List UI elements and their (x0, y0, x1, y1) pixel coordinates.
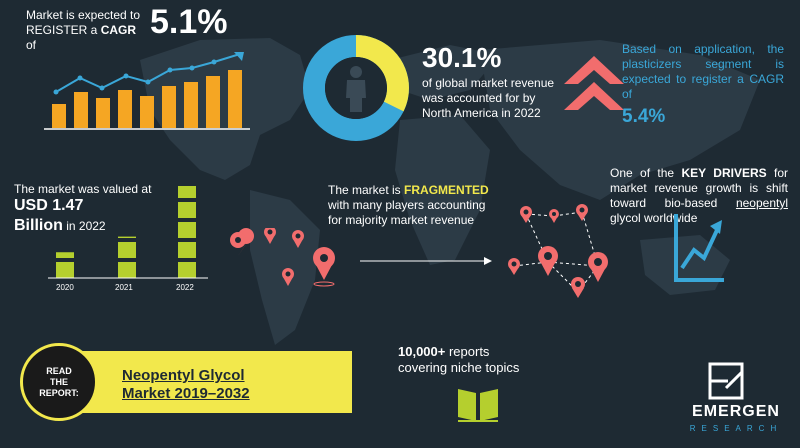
map-pin-icon (571, 277, 585, 298)
cagr-value: 5.1% (150, 3, 228, 41)
logo-sub: RESEARCH (689, 424, 783, 433)
fragmented-bold: FRAGMENTED (404, 183, 489, 197)
cagr-line2-bold: CAGR (100, 23, 137, 37)
cagr-line2-post: of (26, 38, 37, 52)
read-report-badge[interactable]: READ THE REPORT: (20, 343, 98, 421)
market-value-bar-segment (178, 242, 196, 258)
map-pins-left (230, 228, 335, 287)
market-value-line2: USD 1.47 (14, 197, 84, 214)
na-value: 30.1% (422, 42, 502, 73)
market-value-billion: Billion (14, 217, 63, 234)
map-pin-icon (538, 246, 558, 276)
market-value-bar-segment (118, 242, 136, 258)
book-icon (458, 389, 498, 422)
map-pins-network (508, 204, 608, 298)
map-pin-icon (508, 258, 520, 275)
market-value-year: in 2022 (62, 219, 106, 233)
up-arrows-icon (564, 56, 624, 110)
donut-person-icon (303, 35, 409, 141)
report-banner[interactable] (60, 351, 352, 413)
map-pin-icon (230, 228, 255, 256)
drivers-mid: for market revenue growth is shift towar… (610, 166, 789, 210)
cagr-line1: Market is expected to (26, 8, 141, 22)
market-value-bar-segment (118, 262, 136, 278)
read-label-2: THE (50, 376, 68, 387)
cagr-line2-pre: REGISTER a (26, 23, 101, 37)
market-value-bars (48, 186, 208, 279)
market-value-bar-segment (178, 202, 196, 218)
fragmented-post: with many players accounting for majorit… (328, 198, 486, 227)
map-pin-icon (313, 247, 335, 280)
cagr-caption: Market is expected to REGISTER a CAGR of (26, 8, 146, 53)
application-value: 5.4% (622, 106, 666, 127)
bar-year-2020: 2020 (56, 283, 74, 292)
report-title-link[interactable]: Neopentyl Glycol Market 2019–2032 (122, 367, 250, 403)
application-text: Based on application, the plasticizers s… (622, 42, 784, 101)
arrow-connector (360, 257, 492, 265)
map-pin-icon (576, 204, 588, 221)
map-pin-icon (282, 268, 294, 286)
market-value-bar-segment (178, 222, 196, 238)
bar-year-2021: 2021 (115, 283, 133, 292)
market-value-bar-segment (56, 252, 74, 258)
market-value-line3: Billion in 2022 (14, 216, 106, 236)
reports-text: 10,000+ reports covering niche topics (398, 344, 519, 376)
bar-chart-icon (44, 52, 250, 130)
market-value-bar-segment (118, 236, 136, 238)
reports-line2: covering niche topics (398, 360, 520, 375)
market-value-bar-segment (178, 262, 196, 278)
report-title-line1: Neopentyl Glycol (122, 367, 245, 384)
fragmented-pre: The market is (328, 183, 405, 197)
market-value-bar-segment (56, 262, 74, 278)
market-value-bar-segment (178, 186, 196, 198)
read-label-3: REPORT: (39, 387, 79, 398)
map-pin-icon (292, 230, 304, 248)
fragmented-text: The market is FRAGMENTED with many playe… (328, 183, 496, 228)
read-label-1: READ (46, 365, 72, 376)
na-text: of global market revenue was accounted f… (422, 76, 555, 120)
map-pin-icon (264, 228, 276, 244)
map-pin-icon (588, 252, 608, 282)
reports-bold: 10,000+ (398, 344, 446, 359)
logo-name: EMERGEN (692, 403, 780, 420)
map-pin-icon (520, 206, 532, 223)
map-pin-icon (549, 209, 559, 223)
reports-post: reports (445, 344, 490, 359)
bar-year-2022: 2022 (176, 283, 194, 292)
drivers-pre: One of the (610, 166, 682, 180)
market-value-line1: The market was valued at (14, 182, 152, 196)
report-title-line2: Market 2019–2032 (122, 385, 250, 402)
drivers-underlined: neopentyl (735, 196, 788, 210)
drivers-bold: KEY DRIVERS (681, 166, 767, 180)
logo-icon (708, 362, 744, 400)
growth-chart-icon (674, 214, 724, 282)
